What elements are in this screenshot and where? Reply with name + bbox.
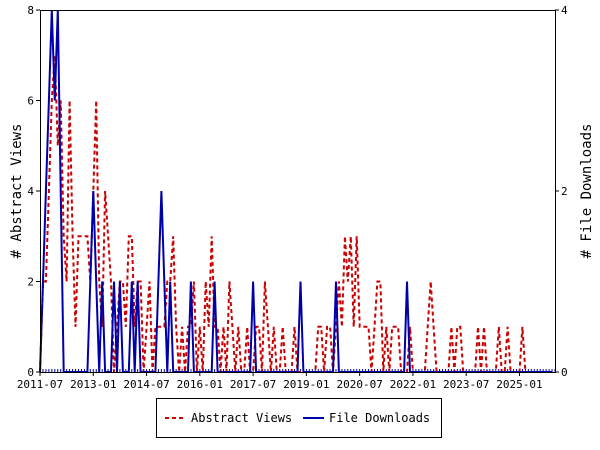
legend-box <box>156 398 442 438</box>
y-axis-right-title: # File Downloads <box>579 124 595 259</box>
y-axis-left-title: # Abstract Views <box>9 124 25 259</box>
y-left-tick-label: 6 <box>27 95 34 108</box>
legend-label-abstract-views: Abstract Views <box>191 411 292 425</box>
y-axis-right: 0 2 4 <box>555 4 568 379</box>
y-left-tick-label: 0 <box>27 366 34 379</box>
x-tick-label: 2011-07 <box>17 378 63 391</box>
y-right-tick-label: 2 <box>561 185 568 198</box>
legend: Abstract Views File Downloads <box>156 398 442 438</box>
x-tick-label: 2013-01 <box>70 378 116 391</box>
x-tick-label: 2020-07 <box>336 378 382 391</box>
x-tick-label: 2025-01 <box>496 378 542 391</box>
y-left-tick-label: 2 <box>27 276 34 289</box>
y-right-tick-label: 0 <box>561 366 568 379</box>
x-tick-label: 2022-01 <box>390 378 436 391</box>
y-left-tick-label: 8 <box>27 4 34 17</box>
x-tick-label: 2017-07 <box>230 378 276 391</box>
x-tick-label: 2019-01 <box>283 378 329 391</box>
x-tick-label: 2014-07 <box>123 378 169 391</box>
y-right-tick-label: 4 <box>561 4 568 17</box>
x-axis: 2011-07 2013-01 2014-07 2016-01 2017-07 2019-… <box>17 372 543 391</box>
legend-label-file-downloads: File Downloads <box>329 411 430 425</box>
x-tick-label: 2016-01 <box>177 378 223 391</box>
y-axis-left: 0 2 4 6 8 <box>27 4 40 379</box>
y-left-tick-label: 4 <box>27 185 34 198</box>
x-tick-label: 2023-07 <box>443 378 489 391</box>
